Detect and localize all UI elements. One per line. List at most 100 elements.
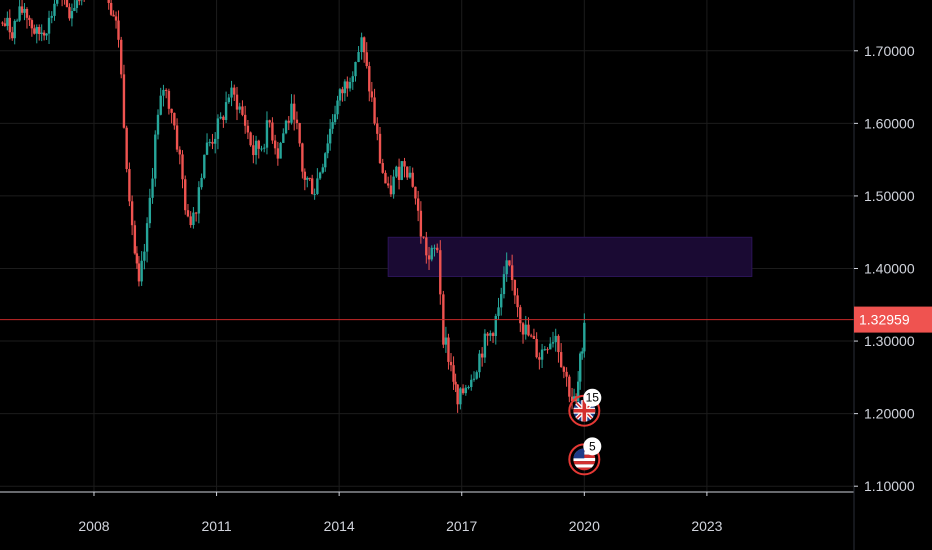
candle[interactable] [416,190,420,222]
candle[interactable] [351,71,354,90]
candle[interactable] [529,333,533,338]
candle[interactable] [279,141,282,159]
candle[interactable] [368,61,371,102]
candle[interactable] [28,15,31,27]
candle[interactable] [568,374,571,403]
candle[interactable] [348,77,352,92]
candle[interactable] [343,79,347,102]
candle[interactable] [494,313,497,345]
candle[interactable] [516,288,519,318]
candle[interactable] [298,122,301,147]
candle[interactable] [8,9,12,40]
candle[interactable] [444,326,448,353]
candle[interactable] [205,133,209,156]
candle[interactable] [63,0,66,5]
candle[interactable] [156,109,160,140]
candle[interactable] [491,331,495,343]
candle[interactable] [15,18,19,22]
candle[interactable] [211,133,214,150]
candle[interactable] [500,287,503,316]
candle[interactable] [276,141,280,166]
candle[interactable] [30,18,34,37]
candle[interactable] [25,7,29,29]
candle[interactable] [243,105,247,134]
candle[interactable] [192,207,195,229]
candle[interactable] [23,3,26,21]
candle[interactable] [551,331,555,348]
candle[interactable] [68,3,71,21]
candle[interactable] [162,84,165,107]
candle[interactable] [331,114,334,134]
candle[interactable] [433,244,436,257]
candle[interactable] [230,80,233,107]
candle[interactable] [216,114,220,150]
candle[interactable] [583,313,586,358]
candle[interactable] [318,171,322,180]
candle[interactable] [125,125,128,173]
candle[interactable] [35,24,38,44]
candle[interactable] [75,0,79,13]
candle[interactable] [80,0,83,6]
candle[interactable] [33,24,36,35]
candle[interactable] [392,169,395,199]
candle[interactable] [378,126,382,165]
candle[interactable] [527,317,530,337]
candle[interactable] [381,158,384,174]
candle[interactable] [3,17,7,27]
candle[interactable] [122,64,126,129]
candle[interactable] [470,374,473,391]
candle[interactable] [65,0,69,8]
candle[interactable] [227,94,231,104]
candle[interactable] [284,119,288,135]
candle[interactable] [456,384,459,413]
candle[interactable] [306,176,309,188]
candle[interactable] [13,19,16,45]
candle[interactable] [203,154,206,180]
candle[interactable] [459,387,462,410]
candle[interactable] [181,150,184,189]
candle[interactable] [263,143,266,153]
candle[interactable] [173,112,176,130]
candle[interactable] [257,139,260,159]
candle[interactable] [354,61,357,82]
candle[interactable] [357,46,360,63]
candle[interactable] [478,350,481,378]
candle[interactable] [538,352,541,370]
candle[interactable] [154,130,157,187]
candle[interactable] [543,345,547,351]
candle[interactable] [546,347,549,354]
candle[interactable] [328,119,332,151]
candle[interactable] [365,42,368,69]
candle[interactable] [241,100,244,117]
candle[interactable] [521,321,525,344]
candle[interactable] [159,87,162,116]
candle[interactable] [376,117,379,141]
candle[interactable] [419,201,423,244]
candles-layer[interactable] [1,0,586,413]
candle[interactable] [386,176,390,189]
candle[interactable] [557,334,560,363]
candle[interactable] [208,138,211,147]
candle[interactable] [579,351,582,390]
candle[interactable] [581,347,584,360]
candle[interactable] [389,175,393,197]
candle[interactable] [452,356,455,390]
candle[interactable] [439,240,442,305]
candle[interactable] [535,332,538,359]
candle[interactable] [114,11,118,29]
candle[interactable] [120,36,123,79]
events-layer[interactable]: 15 5 [568,388,602,476]
candle[interactable] [454,373,457,393]
candle[interactable] [464,384,468,396]
candle[interactable] [414,186,417,205]
candle[interactable] [559,343,563,368]
candle[interactable] [422,236,425,239]
candle[interactable] [549,337,552,350]
candle[interactable] [151,167,154,204]
candle[interactable] [70,3,74,27]
candle[interactable] [200,173,203,190]
candle[interactable] [411,167,414,188]
candle[interactable] [282,128,285,143]
candle[interactable] [436,243,439,253]
